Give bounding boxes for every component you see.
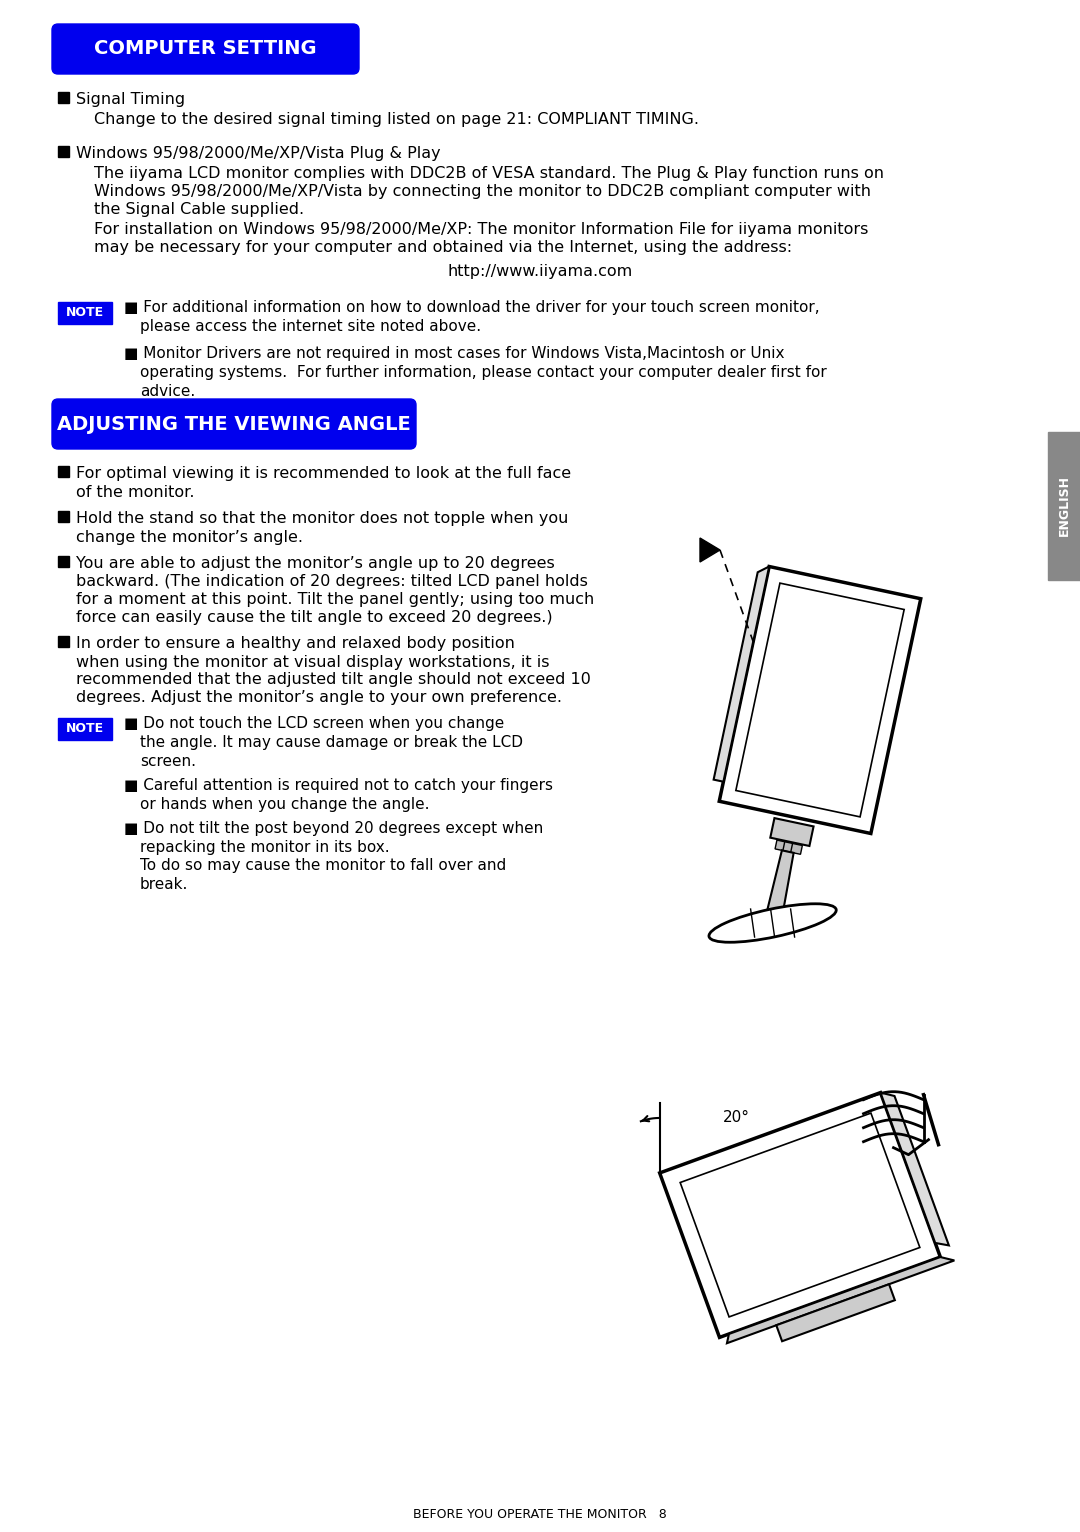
Text: or hands when you change the angle.: or hands when you change the angle. xyxy=(140,797,430,812)
Text: may be necessary for your computer and obtained via the Internet, using the addr: may be necessary for your computer and o… xyxy=(94,241,792,254)
Polygon shape xyxy=(767,850,794,916)
Text: Change to the desired signal timing listed on page 21: COMPLIANT TIMING.: Change to the desired signal timing list… xyxy=(94,112,699,127)
Bar xyxy=(58,636,69,647)
Text: You are able to adjust the monitor’s angle up to 20 degrees: You are able to adjust the monitor’s ang… xyxy=(76,556,555,571)
Text: of the monitor.: of the monitor. xyxy=(76,486,194,499)
Text: screen.: screen. xyxy=(140,754,195,769)
Text: break.: break. xyxy=(140,876,188,892)
Text: For optimal viewing it is recommended to look at the full face: For optimal viewing it is recommended to… xyxy=(76,466,571,481)
Text: change the monitor’s angle.: change the monitor’s angle. xyxy=(76,530,303,545)
Bar xyxy=(58,719,112,740)
Text: the Signal Cable supplied.: the Signal Cable supplied. xyxy=(94,202,305,218)
Text: for a moment at this point. Tilt the panel gently; using too much: for a moment at this point. Tilt the pan… xyxy=(76,591,594,607)
Text: the angle. It may cause damage or break the LCD: the angle. It may cause damage or break … xyxy=(140,735,523,751)
Polygon shape xyxy=(770,818,813,846)
Text: Windows 95/98/2000/Me/XP/Vista by connecting the monitor to DDC2B compliant comp: Windows 95/98/2000/Me/XP/Vista by connec… xyxy=(94,184,870,199)
Text: advice.: advice. xyxy=(140,385,195,398)
Text: force can easily cause the tilt angle to exceed 20 degrees.): force can easily cause the tilt angle to… xyxy=(76,610,553,625)
FancyBboxPatch shape xyxy=(52,25,359,74)
Text: COMPUTER SETTING: COMPUTER SETTING xyxy=(94,40,316,58)
Text: To do so may cause the monitor to fall over and: To do so may cause the monitor to fall o… xyxy=(140,858,507,873)
Text: ■ Careful attention is required not to catch your fingers: ■ Careful attention is required not to c… xyxy=(124,778,553,794)
Text: Windows 95/98/2000/Me/XP/Vista Plug & Play: Windows 95/98/2000/Me/XP/Vista Plug & Pl… xyxy=(76,146,441,161)
Bar xyxy=(58,146,69,156)
Bar xyxy=(58,556,69,567)
Text: Hold the stand so that the monitor does not topple when you: Hold the stand so that the monitor does … xyxy=(76,512,568,525)
Text: degrees. Adjust the monitor’s angle to your own preference.: degrees. Adjust the monitor’s angle to y… xyxy=(76,689,562,705)
Text: when using the monitor at visual display workstations, it is: when using the monitor at visual display… xyxy=(76,656,550,669)
Text: recommended that the adjusted tilt angle should not exceed 10: recommended that the adjusted tilt angle… xyxy=(76,673,591,686)
Text: operating systems.  For further information, please contact your computer dealer: operating systems. For further informati… xyxy=(140,365,827,380)
Bar xyxy=(58,466,69,476)
Text: ADJUSTING THE VIEWING ANGLE: ADJUSTING THE VIEWING ANGLE xyxy=(57,415,410,434)
Text: ■ For additional information on how to download the driver for your touch screen: ■ For additional information on how to d… xyxy=(124,300,820,316)
Text: ■ Do not tilt the post beyond 20 degrees except when: ■ Do not tilt the post beyond 20 degrees… xyxy=(124,821,543,836)
Text: The iiyama LCD monitor complies with DDC2B of VESA standard. The Plug & Play fun: The iiyama LCD monitor complies with DDC… xyxy=(94,165,885,181)
Ellipse shape xyxy=(708,904,836,942)
Text: For installation on Windows 95/98/2000/Me/XP: The monitor Information File for i: For installation on Windows 95/98/2000/M… xyxy=(94,222,868,237)
Polygon shape xyxy=(783,841,795,853)
Polygon shape xyxy=(727,1258,955,1344)
Text: ■ Do not touch the LCD screen when you change: ■ Do not touch the LCD screen when you c… xyxy=(124,715,504,731)
Text: NOTE: NOTE xyxy=(66,723,104,735)
Text: 20°: 20° xyxy=(723,1111,750,1124)
Polygon shape xyxy=(791,844,802,855)
Text: In order to ensure a healthy and relaxed body position: In order to ensure a healthy and relaxed… xyxy=(76,636,515,651)
Text: repacking the monitor in its box.: repacking the monitor in its box. xyxy=(140,840,390,855)
Text: please access the internet site noted above.: please access the internet site noted ab… xyxy=(140,319,481,334)
Bar xyxy=(58,512,69,522)
Bar xyxy=(58,92,69,103)
Text: ■ Monitor Drivers are not required in most cases for Windows Vista,Macintosh or : ■ Monitor Drivers are not required in mo… xyxy=(124,346,784,362)
Polygon shape xyxy=(880,1092,949,1246)
Polygon shape xyxy=(775,840,786,850)
Text: Signal Timing: Signal Timing xyxy=(76,92,185,107)
Polygon shape xyxy=(714,567,769,781)
Polygon shape xyxy=(700,538,720,562)
Bar xyxy=(58,302,112,323)
FancyBboxPatch shape xyxy=(52,398,416,449)
Text: backward. (The indication of 20 degrees: tilted LCD panel holds: backward. (The indication of 20 degrees:… xyxy=(76,574,588,588)
Text: http://www.iiyama.com: http://www.iiyama.com xyxy=(447,264,633,279)
Text: ENGLISH: ENGLISH xyxy=(1057,475,1070,536)
Text: BEFORE YOU OPERATE THE MONITOR   8: BEFORE YOU OPERATE THE MONITOR 8 xyxy=(414,1507,666,1521)
Polygon shape xyxy=(777,1284,895,1340)
Bar xyxy=(1048,432,1080,581)
Text: NOTE: NOTE xyxy=(66,306,104,320)
